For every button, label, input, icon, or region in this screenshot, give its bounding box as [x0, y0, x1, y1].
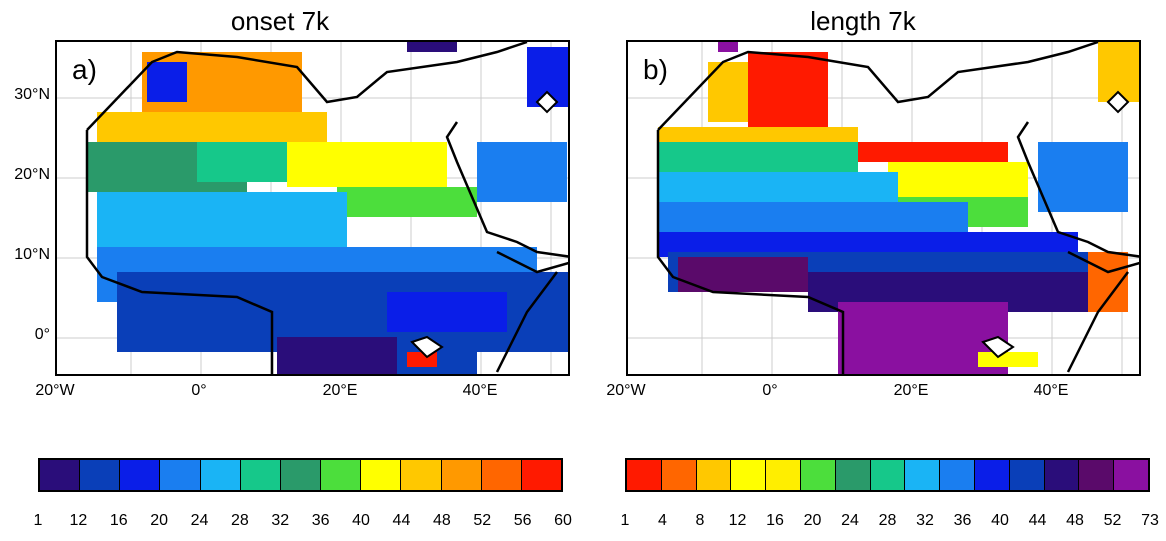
lat-label-20n: 20°N	[14, 166, 50, 183]
colorbar-tick-label: 1	[620, 512, 630, 529]
colorbar-segment	[835, 460, 871, 490]
colorbar-tick-label: 40	[352, 512, 370, 529]
colorbar-segment	[321, 460, 362, 490]
colorbar-segment	[441, 460, 482, 490]
colorbar-tick-label: 44	[392, 512, 411, 529]
colorbar-tick-label: 24	[190, 512, 209, 529]
colorbar-tick-label: 48	[432, 512, 451, 529]
lat-label-30n: 30°N	[14, 86, 50, 103]
colorbar-segment	[1009, 460, 1045, 490]
colorbar-segment	[731, 460, 767, 490]
colorbar-segment	[766, 460, 801, 490]
colorbar-tick-label: 16	[766, 512, 784, 529]
lon-label-0: 0°	[191, 382, 207, 399]
colorbar-segment	[1079, 460, 1115, 490]
panel-title: onset 7k	[230, 6, 330, 36]
map-onset	[55, 40, 570, 376]
colorbar-tick-label: 52	[1103, 512, 1122, 529]
colorbar-segment	[240, 460, 281, 490]
colorbar-tick-label: 44	[1028, 512, 1047, 529]
map-canvas	[57, 42, 568, 374]
panel-label: b)	[643, 54, 668, 85]
colorbar-tick-label: 32	[271, 512, 290, 529]
colorbar-tick-label: 56	[513, 512, 532, 529]
colorbar-tick-label: 52	[473, 512, 492, 529]
lon-label-20e: 20°E	[322, 382, 358, 399]
colorbar-tick-label: 20	[803, 512, 822, 529]
lon-label-0: 0°	[762, 382, 778, 399]
colorbar-tick-label: 28	[878, 512, 897, 529]
colorbar-segment	[80, 460, 121, 490]
colorbar-segment	[627, 460, 662, 490]
lon-label-40e: 40°E	[1033, 382, 1069, 399]
colorbar-tick-label: 48	[1066, 512, 1084, 529]
map-length	[626, 40, 1141, 376]
colorbar-tick-label: 20	[150, 512, 169, 529]
colorbar-tick-label: 4	[658, 512, 667, 529]
colorbar-tick-label: 40	[991, 512, 1009, 529]
colorbar-tick-label: 1	[33, 512, 43, 529]
colorbar-segment	[521, 460, 562, 490]
colorbar-segment	[974, 460, 1010, 490]
colorbar-tick-label: 16	[109, 512, 128, 529]
lon-label-40e: 40°E	[462, 382, 498, 399]
map-canvas	[628, 42, 1139, 374]
lat-label-0: 0°	[34, 326, 50, 343]
colorbar-segment	[481, 460, 522, 490]
colorbar-segment	[870, 460, 906, 490]
panel-length: length 7k	[583, 0, 1159, 541]
colorbar-segment	[800, 460, 836, 490]
colorbar-segment	[1044, 460, 1080, 490]
colorbar-tick-label: 12	[728, 512, 747, 529]
colorbar-length	[625, 458, 1150, 492]
colorbar-segment	[905, 460, 941, 490]
colorbar-tick-label: 36	[311, 512, 330, 529]
lon-label-20e: 20°E	[893, 382, 929, 399]
colorbar-tick-label: 32	[916, 512, 934, 529]
colorbar-segment	[200, 460, 241, 490]
colorbar-segment	[696, 460, 732, 490]
colorbar-onset	[38, 458, 563, 492]
lat-label-10n: 10°N	[14, 246, 50, 263]
colorbar-segment	[40, 460, 81, 490]
colorbar-segment	[120, 460, 161, 490]
colorbar-tick-label: 60	[554, 512, 572, 529]
colorbar-segment	[160, 460, 201, 490]
colorbar-segment	[1114, 460, 1148, 490]
colorbar-tick-label: 12	[69, 512, 88, 529]
panel-onset: onset 7k	[0, 0, 572, 541]
colorbar-segment	[661, 460, 697, 490]
colorbar-segment	[940, 460, 975, 490]
panel-title: length 7k	[810, 6, 916, 36]
lon-label-20w: 20°W	[35, 382, 75, 399]
panel-label: a)	[72, 54, 97, 85]
colorbar-tick-label: 8	[695, 512, 705, 529]
colorbar-tick-label: 24	[841, 512, 859, 529]
colorbar-tick-label: 73	[1141, 512, 1159, 529]
lon-label-20w: 20°W	[606, 382, 646, 399]
colorbar-segment	[361, 460, 402, 490]
colorbar-tick-label: 36	[953, 512, 972, 529]
colorbar-segment	[280, 460, 322, 490]
colorbar-tick-label: 28	[231, 512, 249, 529]
colorbar-segment	[401, 460, 442, 490]
